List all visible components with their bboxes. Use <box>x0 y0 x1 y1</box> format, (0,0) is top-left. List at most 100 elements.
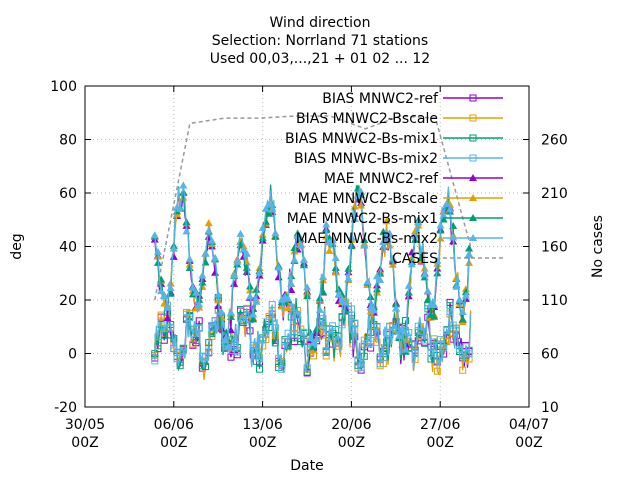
data-point <box>211 268 220 276</box>
data-point <box>169 244 178 252</box>
data-point <box>268 301 276 309</box>
data-point <box>281 338 289 346</box>
data-point <box>211 317 219 325</box>
data-point <box>265 200 274 208</box>
data-point <box>204 226 213 234</box>
data-point <box>306 334 315 342</box>
data-point <box>290 243 299 251</box>
legend-marker <box>469 114 477 122</box>
data-point <box>421 336 429 344</box>
data-point <box>348 305 356 313</box>
x-tick-label-hour: 00Z <box>160 435 187 451</box>
data-point <box>439 215 448 223</box>
legend-marker <box>469 174 477 181</box>
data-point <box>214 290 223 298</box>
data-point <box>402 317 410 325</box>
data-point <box>167 323 175 331</box>
data-point <box>411 232 420 240</box>
data-point <box>465 350 473 358</box>
y-tick-label: 40 <box>59 240 77 256</box>
data-point <box>205 348 213 356</box>
data-point <box>331 254 340 262</box>
series-mae-mnwc-bs-mix2 <box>150 181 474 356</box>
data-point <box>300 328 308 336</box>
data-point <box>379 354 387 362</box>
data-point <box>404 281 413 289</box>
x-tick-label-hour: 00Z <box>249 435 276 451</box>
data-point <box>442 199 451 207</box>
data-point <box>351 319 359 327</box>
y2-tick-label: 210 <box>541 186 568 202</box>
data-point <box>417 327 425 335</box>
data-point <box>274 263 283 271</box>
y2-tick-label: 110 <box>541 293 568 309</box>
data-point <box>262 330 270 338</box>
data-point <box>163 303 172 311</box>
legend-label: MAE MNWC2-Bs-mix1 <box>287 211 438 227</box>
legend-marker <box>469 194 477 201</box>
data-point <box>325 246 334 254</box>
data-point <box>334 285 343 293</box>
data-point <box>265 209 274 217</box>
data-point <box>357 201 366 209</box>
data-point <box>388 254 397 262</box>
data-point <box>322 352 330 360</box>
data-point <box>382 217 391 225</box>
data-point <box>169 252 178 260</box>
y-tick-label: 80 <box>59 133 77 149</box>
data-point <box>246 292 255 300</box>
data-point <box>296 241 305 249</box>
data-point <box>395 332 404 340</box>
data-point <box>357 363 365 371</box>
data-point <box>328 236 337 244</box>
legend-marker <box>469 234 477 241</box>
data-point <box>322 220 331 228</box>
data-point <box>420 270 429 278</box>
legend-marker <box>469 214 477 221</box>
data-point <box>284 294 293 302</box>
data-point <box>372 272 381 280</box>
data-point <box>344 264 353 272</box>
data-point <box>233 257 242 265</box>
legend-label: BIAS MNWC2-Bscale <box>296 111 438 127</box>
data-point <box>249 315 258 323</box>
y2-tick-label: 160 <box>541 240 568 256</box>
data-point <box>315 305 324 313</box>
data-point <box>268 205 277 213</box>
data-point <box>354 356 362 364</box>
data-point <box>433 357 441 365</box>
data-point <box>188 283 197 291</box>
data-point <box>294 316 302 324</box>
data-point <box>369 306 378 314</box>
data-point <box>185 255 194 263</box>
data-point <box>261 204 270 212</box>
data-point <box>423 287 432 295</box>
legend-marker <box>469 94 477 102</box>
data-point <box>372 285 381 293</box>
data-point <box>186 314 194 322</box>
data-point <box>430 300 439 308</box>
data-point <box>433 256 442 264</box>
data-point <box>195 317 203 325</box>
data-point <box>433 367 441 375</box>
data-point <box>322 348 330 356</box>
data-point <box>312 324 321 332</box>
data-point <box>201 249 210 257</box>
y2-axis-label: No cases <box>590 215 606 278</box>
data-point <box>252 297 261 305</box>
data-point <box>436 336 444 344</box>
data-point <box>398 324 407 332</box>
data-point <box>303 364 311 372</box>
x-tick-label: 13/06 <box>242 417 282 433</box>
data-point <box>207 236 216 244</box>
x-tick-label-hour: 00Z <box>426 435 453 451</box>
data-point <box>255 268 264 276</box>
data-point <box>458 308 467 316</box>
data-point <box>249 310 258 318</box>
data-point <box>440 344 448 352</box>
data-point <box>449 233 458 241</box>
data-point <box>150 231 159 239</box>
data-point <box>411 350 419 358</box>
data-point <box>202 363 210 371</box>
